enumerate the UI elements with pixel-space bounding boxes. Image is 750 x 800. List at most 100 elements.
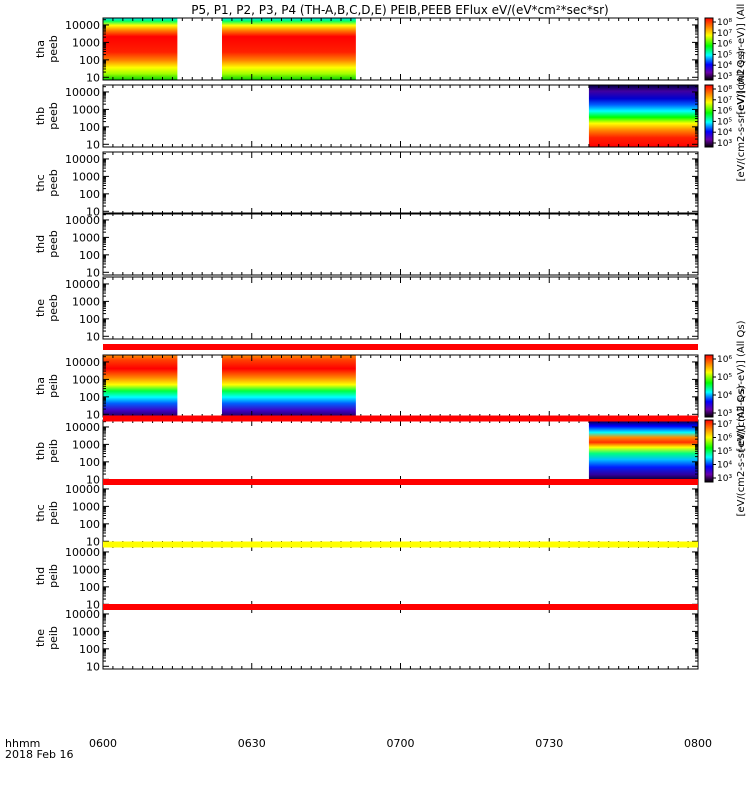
panel-frame: [102, 481, 699, 545]
y-tick-label: 1000: [72, 500, 100, 513]
panel-frame: [102, 151, 699, 215]
colorbar-tick-label: 10⁵: [717, 373, 732, 383]
colorbar-label: [eV/(cm2-s-sr-eV)] (All Qs): [736, 320, 747, 451]
panel-label: thc: [34, 504, 47, 521]
colorbar-tick-label: 10⁵: [717, 117, 732, 127]
y-tick-label: 100: [79, 456, 100, 469]
panel-thb-peeb: 10 100 1000 10000 thb peeb: [34, 84, 699, 151]
y-tick-label: 100: [79, 581, 100, 594]
colorbar-tick-label: 10⁴: [717, 391, 732, 401]
spectrogram-block: [222, 355, 356, 417]
colorbar-tick-label: 10⁵: [717, 50, 732, 60]
time-tick-label: 0700: [387, 737, 415, 750]
panel-thd-peib: 10 100 1000 10000 thd peib: [34, 544, 699, 611]
colorbar-tick-label: 10⁷: [717, 96, 732, 106]
y-tick-label: 10: [86, 266, 100, 279]
y-tick-label: 100: [79, 188, 100, 201]
y-tick-label: 10: [86, 473, 100, 486]
colorbar-tick-label: 10⁶: [717, 107, 732, 117]
time-tick-label: 0800: [684, 737, 712, 750]
colorbar-scale: [704, 84, 714, 148]
panel-label: peib: [47, 626, 60, 650]
spectrogram-block: [588, 85, 698, 147]
y-tick-label: 100: [79, 391, 100, 404]
y-tick-label: 10000: [65, 483, 100, 496]
panel-label: peib: [47, 501, 60, 525]
colorbar: 10³ 10⁴ 10⁵ 10⁶ [eV/(cm2-s-sr-eV)] (All Qs): [704, 320, 747, 451]
spectrogram-block: [588, 420, 698, 482]
panel-label: peeb: [47, 294, 60, 322]
colorbar-tick-label: 10³: [717, 72, 732, 82]
colorbar-tick-label: 10⁶: [717, 434, 732, 444]
panel-frame: [102, 212, 699, 276]
colorbar-scale: [704, 17, 714, 81]
y-tick-label: 1000: [72, 36, 100, 49]
status-bar: [103, 604, 698, 610]
y-tick-label: 1000: [72, 563, 100, 576]
figure-title: P5, P1, P2, P3, P4 (TH-A,B,C,D,E) PEIB,P…: [191, 3, 608, 17]
colorbar-tick-label: 10⁴: [717, 461, 732, 471]
y-tick-label: 10: [86, 598, 100, 611]
y-tick-label: 10000: [65, 214, 100, 227]
y-tick-label: 10000: [65, 153, 100, 166]
colorbar-tick-label: 10³: [717, 409, 732, 419]
colorbar-tick-label: 10⁷: [717, 420, 732, 430]
panel-label: peib: [47, 374, 60, 398]
y-tick-label: 10: [86, 408, 100, 421]
y-tick-label: 10000: [65, 356, 100, 369]
time-tick-label: 0730: [535, 737, 563, 750]
y-tick-label: 100: [79, 518, 100, 531]
y-tick-label: 1000: [72, 103, 100, 116]
colorbar-tick-label: 10³: [717, 139, 732, 149]
colorbar-tick-label: 10⁶: [717, 40, 732, 50]
panel-label: thb: [34, 442, 47, 460]
colorbar-scale: [704, 354, 714, 418]
status-bar: [103, 541, 698, 548]
panel-label: thd: [34, 235, 47, 253]
panel-thd-peeb: 10 100 1000 10000 thd peeb: [34, 212, 699, 279]
colorbar-tick-label: 10³: [717, 474, 732, 484]
panel-frame: [102, 276, 699, 340]
panel-frame: [102, 544, 699, 608]
y-tick-label: 100: [79, 249, 100, 262]
y-tick-label: 10000: [65, 608, 100, 621]
time-tick-label: 0630: [238, 737, 266, 750]
time-axis-label: hhmm: [5, 737, 40, 750]
panel-label: thb: [34, 107, 47, 125]
panel-thc-peeb: 10 100 1000 10000 thc peeb: [34, 151, 699, 218]
panel-label: peeb: [47, 230, 60, 258]
y-tick-label: 10000: [65, 19, 100, 32]
panel-label: peeb: [47, 35, 60, 63]
colorbar-tick-label: 10⁴: [717, 61, 732, 71]
panel-frame: [102, 606, 699, 670]
panel-thb-peib: 10 100 1000 10000 thb peib: [34, 419, 699, 486]
y-tick-label: 10: [86, 660, 100, 673]
panel-label: peeb: [47, 169, 60, 197]
colorbar-label: [eV/(cm2-s-sr-eV)] (All Qs): [736, 50, 747, 181]
colorbar-scale: [704, 419, 714, 483]
time-axis: hhmm 2018 Feb 16 0600 0630 0700 0730 0800: [5, 737, 712, 761]
panel-tha-peeb: 10 100 1000 10000 tha peeb: [34, 17, 699, 84]
colorbar-label: [eV/(cm2-s-sr-eV)] (All Qs): [736, 0, 747, 114]
panel-tha-peib: 10 100 1000 10000 tha peib: [34, 354, 699, 421]
colorbar-label: [eV/(cm2-s-sr-eV)] (All Qs): [736, 385, 747, 516]
date-label: 2018 Feb 16: [5, 748, 73, 761]
y-tick-label: 100: [79, 313, 100, 326]
y-tick-label: 10: [86, 330, 100, 343]
panel-frame: [102, 17, 699, 81]
colorbar: 10³ 10⁴ 10⁵ 10⁶ 10⁷ [eV/(cm2-s-sr-eV)] (All Q…: [704, 385, 747, 516]
panel-frame: [102, 354, 699, 418]
panel-thc-peib: 10 100 1000 10000 thc peib: [34, 481, 699, 548]
panel-label: tha: [34, 40, 47, 58]
y-tick-label: 10000: [65, 421, 100, 434]
y-tick-label: 10000: [65, 278, 100, 291]
spectrogram-block: [103, 18, 178, 80]
panel-the-peib: 10 100 1000 10000 the peib: [34, 606, 699, 673]
spectrogram-block: [103, 355, 178, 417]
panel-label: peeb: [47, 102, 60, 130]
y-tick-label: 1000: [72, 231, 100, 244]
